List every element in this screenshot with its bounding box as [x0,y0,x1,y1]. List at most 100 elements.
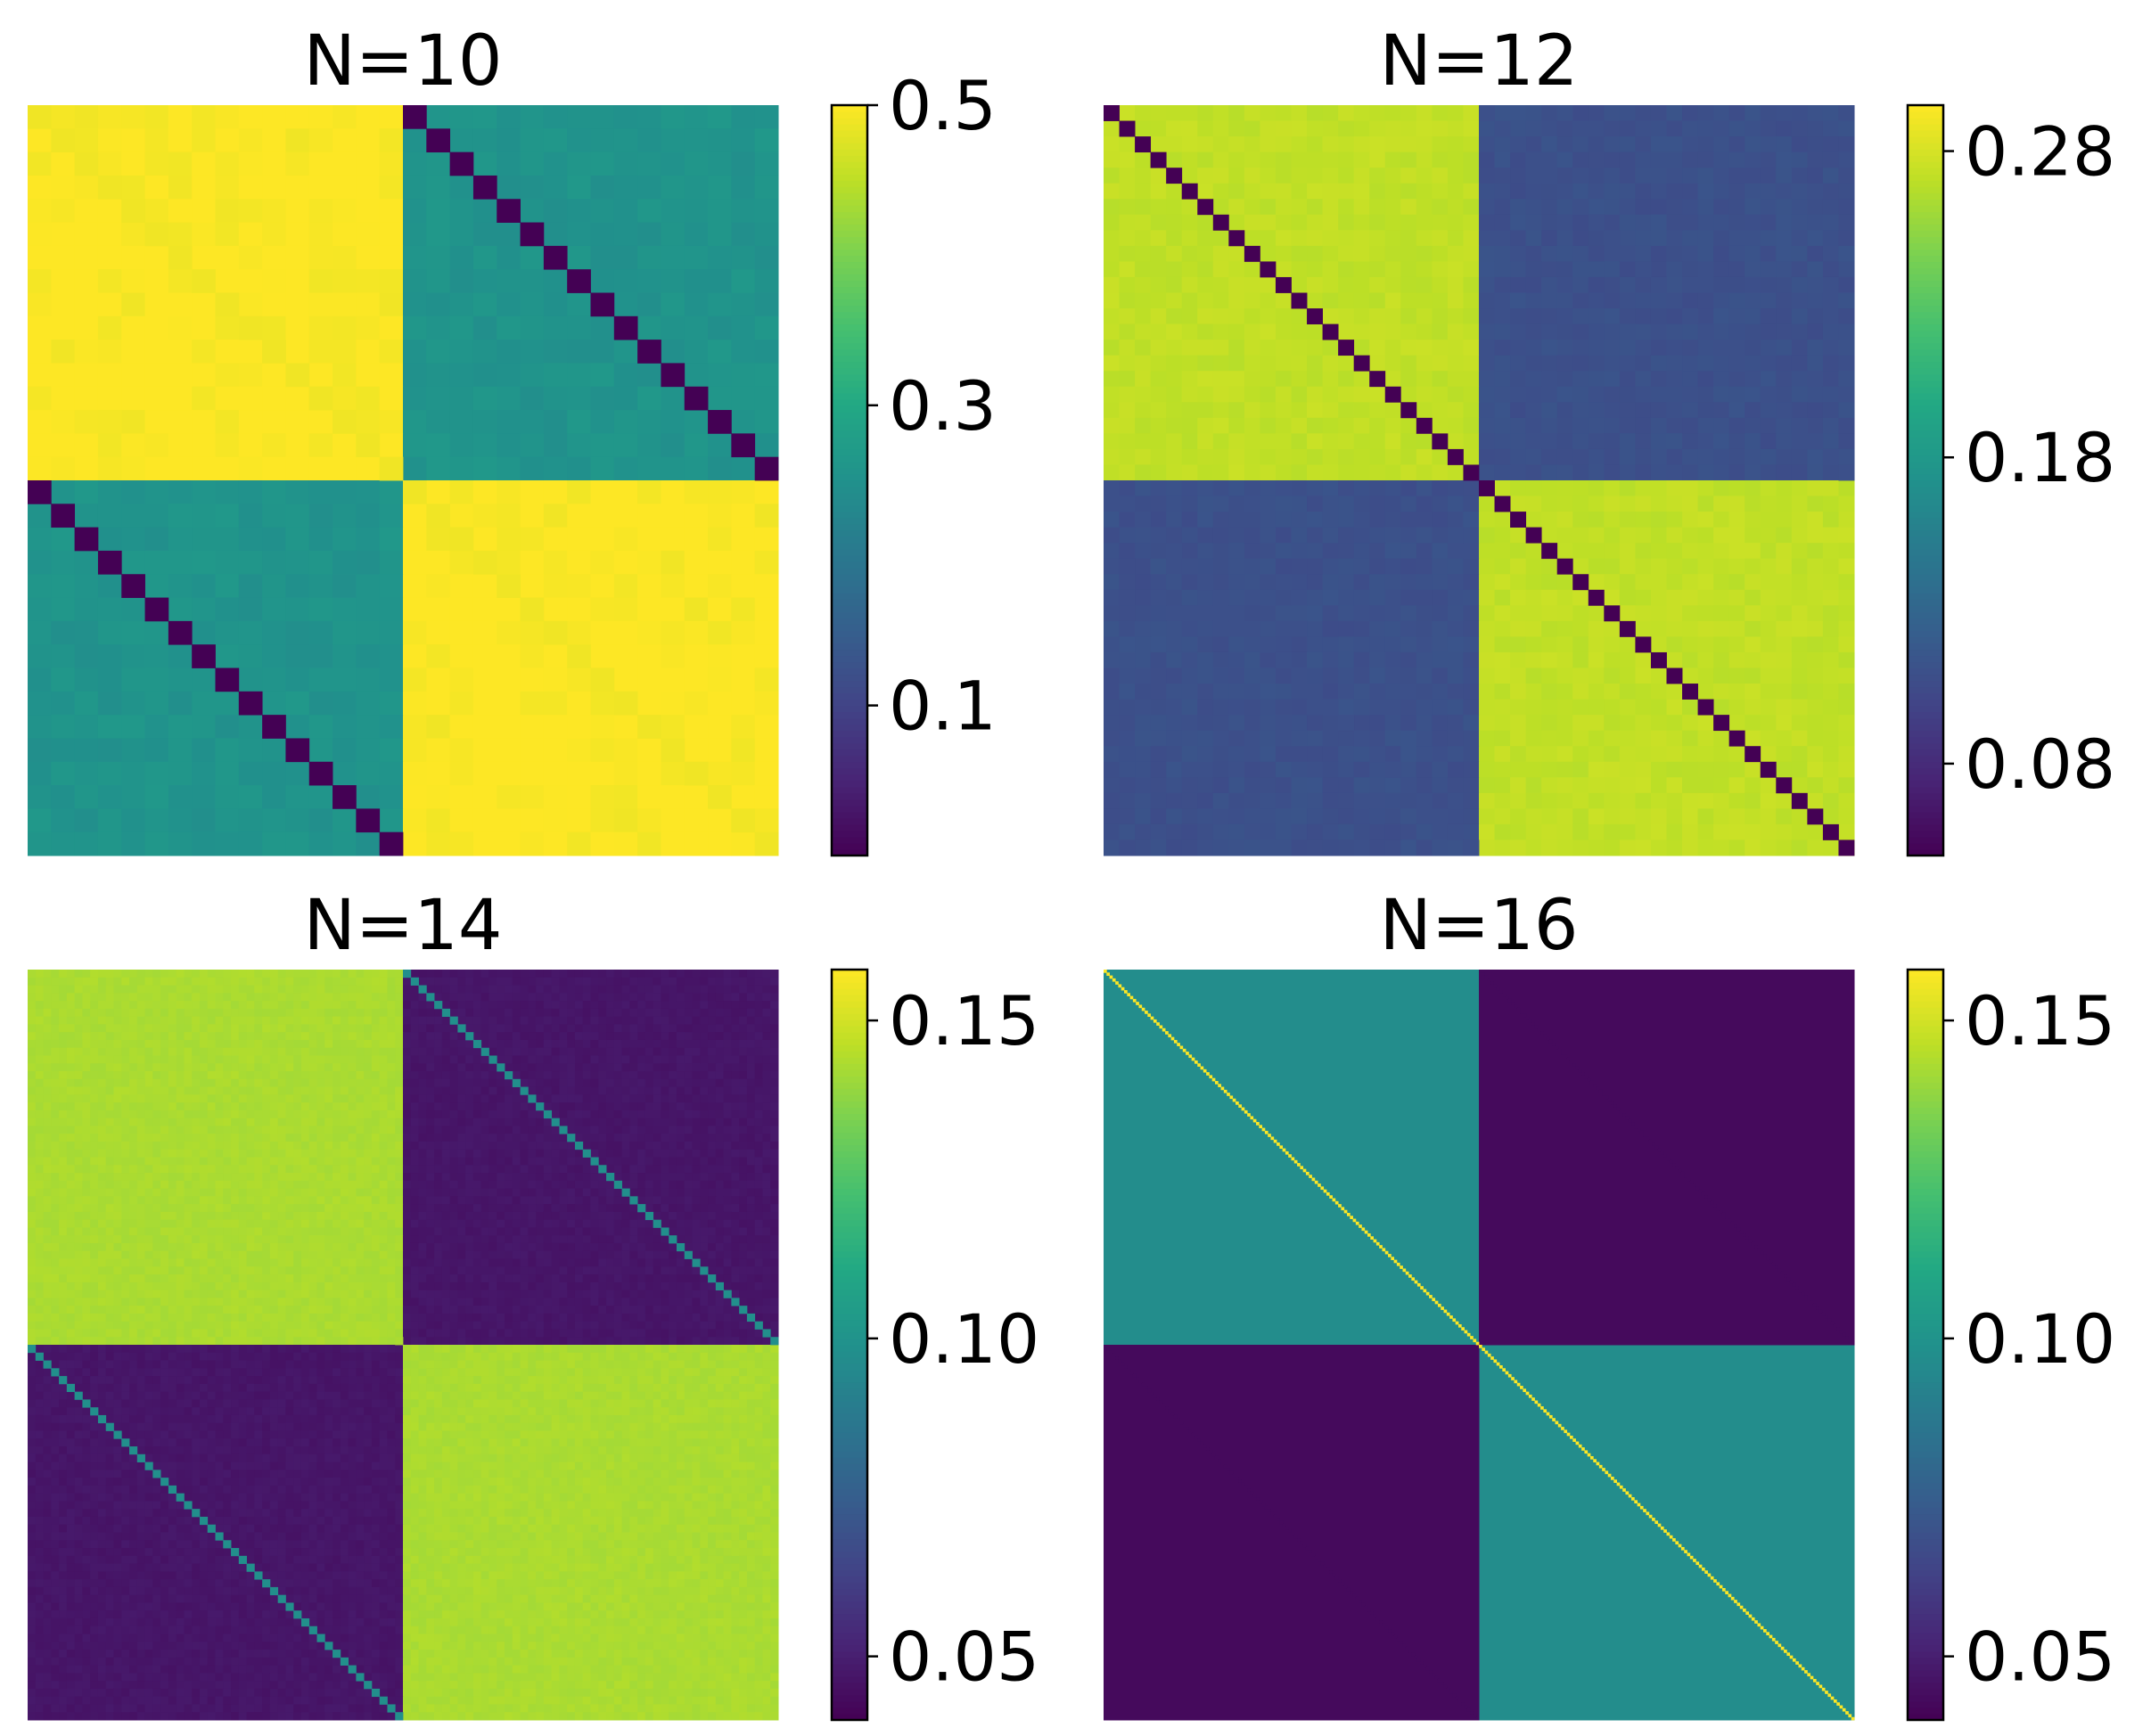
heatmap-cell [661,1055,669,1064]
heatmap-cell [1384,777,1401,794]
heatmap-cell [449,410,474,434]
heatmap-cell [520,738,545,763]
heatmap-cell [497,1024,505,1033]
heatmap-cell [1510,651,1527,668]
heatmap-cell [1197,230,1214,247]
heatmap-cell [1212,340,1229,356]
heatmap-cell [1104,199,1120,216]
heatmap-cell [1666,558,1683,575]
heatmap-cell [246,1008,255,1018]
heatmap-cell [472,738,497,763]
heatmap-cell [1588,746,1605,763]
colorbar-segment [1908,561,1943,569]
heatmap-cell [449,738,474,763]
heatmap-cell [1838,574,1855,591]
colorbar-segment [1908,355,1943,363]
heatmap-cell [661,1047,669,1056]
heatmap-cell [379,151,404,176]
heatmap-cell [379,292,404,317]
heatmap-cell [1166,589,1183,606]
heatmap-cell [1244,636,1260,653]
heatmap-cell [1322,605,1339,622]
heatmap-cell [1510,276,1527,293]
heatmap-cell [387,985,396,994]
heatmap-cell [1479,746,1495,763]
heatmap-cell [1275,605,1292,622]
heatmap-cell [1822,245,1839,262]
heatmap-cell [1400,136,1417,153]
heatmap-cell [1228,651,1245,668]
heatmap-cell [293,1047,302,1056]
heatmap-cell [379,175,404,200]
heatmap-cell [1338,589,1355,606]
heatmap-cell [285,970,294,979]
heatmap-cell [1510,371,1527,388]
colorbar-segment [1908,168,1943,175]
heatmap-cell [590,738,615,763]
heatmap-cell [1291,512,1308,528]
heatmap-cell [1588,558,1605,575]
heatmap-cell [731,151,756,176]
heatmap-cell [121,715,145,739]
heatmap-cell [1510,589,1527,606]
heatmap-cell [1463,292,1480,309]
heatmap-cell [551,993,560,1002]
heatmap-cell [1760,684,1777,700]
heatmap-cell [1728,417,1745,434]
heatmap-cell [1463,792,1480,809]
heatmap-cell [97,151,122,176]
heatmap-cell [1338,777,1355,794]
heatmap-cell [1650,355,1667,372]
heatmap-cell [449,597,474,622]
heatmap-cell [1588,120,1605,137]
heatmap-cell [1447,199,1464,216]
colorbar-segment [832,143,867,150]
heatmap-cell [731,620,756,645]
heatmap-cell [1260,746,1277,763]
heatmap-cell [1807,495,1824,512]
colorbar-segment [1908,736,1943,744]
diagonal-cell [754,831,779,856]
heatmap-cell [629,1024,638,1033]
heatmap-cell [1650,168,1667,184]
heatmap-cell [1197,120,1214,137]
heatmap-cell [449,363,474,388]
heatmap-cell [613,1024,622,1033]
heatmap-cell [1697,589,1714,606]
heatmap-cell [59,1039,68,1049]
heatmap-cell [333,550,357,575]
heatmap-cell [723,1024,732,1033]
heatmap-cell [1260,402,1277,419]
heatmap-cell [1260,823,1277,840]
heatmap-cell [543,977,553,986]
heatmap-cell [1604,183,1621,200]
heatmap-cell [1745,620,1761,637]
heatmap-cell [1338,448,1355,465]
diagonal-cell [1307,308,1323,324]
heatmap-cell [1416,136,1433,153]
heatmap-cell [285,1063,294,1072]
heatmap-cell [300,1032,310,1041]
heatmap-cell [1838,433,1855,450]
heatmap-cell [567,1016,576,1025]
heatmap-cell [520,1047,529,1056]
heatmap-cell [97,527,122,552]
offdiagonal-cell [1745,371,1761,388]
heatmap-cell [1479,151,1495,168]
heatmap-cell [74,410,99,434]
heatmap-cell [1463,777,1480,794]
colorbar-segment [1908,180,1943,187]
heatmap-cell [676,1055,686,1064]
heatmap-cell [51,1047,60,1056]
heatmap-cell [262,128,286,153]
heatmap-cell [661,808,686,833]
heatmap-cell [653,970,661,979]
heatmap-cell [1447,245,1464,262]
heatmap-cell [340,1024,349,1033]
heatmap-cell [449,761,474,786]
heatmap-cell [1588,480,1605,496]
heatmap-cell [661,597,686,622]
colorbar-segment [832,836,867,844]
offdiagonal-cell [426,128,451,153]
heatmap-cell [1338,543,1355,560]
